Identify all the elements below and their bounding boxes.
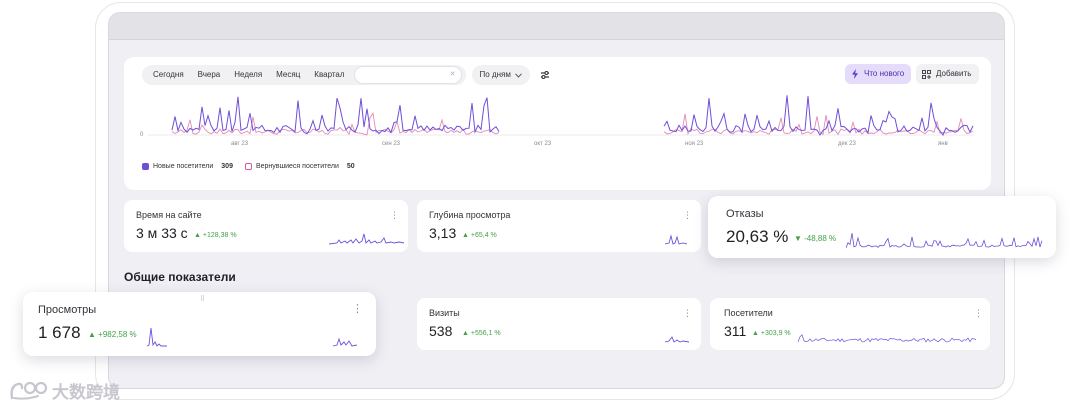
traffic-chart-panel: Сегодня Вчера Неделя Месяц Квартал ✕ По …	[124, 57, 991, 190]
more-options-icon[interactable]: ⋮	[390, 210, 399, 220]
add-widget-button[interactable]: Добавить	[916, 64, 980, 84]
more-options-icon[interactable]: ⋮	[352, 303, 363, 315]
more-options-icon[interactable]: ⋮	[683, 210, 692, 220]
card-delta: ▲ +65,4 %	[462, 232, 497, 239]
card-value: 1 678	[38, 323, 81, 342]
period-month-button[interactable]: Месяц	[276, 70, 301, 79]
card-value: 311	[724, 323, 747, 339]
visitors-card[interactable]: Посетители 311 ▲ +303,9 % ⋮	[710, 298, 990, 350]
bounces-sparkline	[846, 233, 1043, 249]
card-title: Посетители	[724, 308, 773, 318]
bounces-card[interactable]: Отказы 20,63 % ▼ -48,88 %	[708, 196, 1056, 258]
drag-handle-icon[interactable]: ⠿	[200, 296, 206, 303]
card-value: 538	[429, 323, 453, 339]
whats-new-label: Что нового	[864, 69, 905, 78]
period-today-button[interactable]: Сегодня	[153, 70, 184, 79]
card-value: 20,63 %	[726, 227, 789, 246]
visits-card[interactable]: Визиты 538 ▲ +556,1 % ⋮	[417, 298, 701, 350]
traffic-line-chart: 0 авг 23 сен 23 окт 23 ноя 23 дек 23 янв	[140, 95, 974, 147]
returning-visitors-series	[171, 111, 974, 136]
time-on-site-sparkline	[329, 233, 404, 245]
visits-sparkline	[665, 336, 689, 343]
clear-date-icon[interactable]: ✕	[449, 71, 456, 78]
card-value: 3,13	[429, 225, 457, 241]
more-options-icon[interactable]: ⋮	[974, 308, 983, 318]
window-top-bar	[109, 13, 1004, 40]
visitors-series	[798, 334, 977, 343]
card-title: Время на сайте	[136, 210, 202, 220]
x-tick-label-nov: ноя 23	[685, 141, 704, 147]
depth-sparkline	[665, 234, 687, 245]
card-delta: ▲ +303,9 %	[752, 330, 791, 337]
depth-card[interactable]: Глубина просмотра 3,13 ▲ +65,4 % ⋮	[417, 200, 701, 252]
bounces-series	[846, 233, 1043, 249]
chart-settings-button[interactable]	[536, 66, 554, 84]
add-label: Добавить	[936, 69, 972, 78]
pageviews-card[interactable]: Просмотры 1 678 ▲ +982,58 % ⋮ ⠿	[23, 292, 376, 356]
watermark-logo-icon	[10, 381, 48, 400]
card-title: Просмотры	[38, 304, 97, 316]
card-delta: ▲ +556,1 %	[462, 330, 501, 337]
grouping-label: По дням	[479, 70, 511, 79]
card-title: Глубина просмотра	[429, 210, 511, 220]
x-tick-label-aug: авг 23	[231, 141, 249, 147]
time-on-site-card[interactable]: Время на сайте 3 м 33 с ▲ +128,38 % ⋮	[124, 200, 408, 252]
card-delta: ▲ +982,58 %	[88, 330, 137, 339]
sliders-icon	[540, 70, 549, 80]
card-delta: ▼ -48,88 %	[794, 234, 837, 243]
legend-count-returning: 50	[346, 163, 355, 170]
period-yesterday-button[interactable]: Вчера	[197, 70, 221, 79]
period-week-button[interactable]: Неделя	[234, 70, 263, 79]
period-quarter-button[interactable]: Квартал	[314, 70, 345, 79]
chart-legend: Новые посетители 309 Вернувшиеся посетит…	[142, 163, 367, 170]
legend-label-returning: Вернувшиеся посетители	[255, 163, 339, 170]
period-selector: Сегодня Вчера Неделя Месяц Квартал ✕	[142, 65, 466, 85]
chevron-down-icon	[515, 72, 522, 78]
legend-checkbox-returning[interactable]	[244, 163, 252, 170]
pageviews-sparkline	[147, 327, 357, 347]
card-value: 3 м 33 с	[136, 225, 188, 241]
x-tick-label-sep: сен 23	[382, 141, 401, 147]
watermark: 大数跨境	[8, 378, 120, 403]
whats-new-button[interactable]: Что нового	[845, 64, 912, 84]
visitors-sparkline	[798, 334, 977, 343]
legend-checkbox-new[interactable]	[142, 163, 149, 170]
more-options-icon[interactable]: ⋮	[683, 308, 692, 318]
x-tick-label-oct: окт 23	[534, 141, 552, 147]
watermark-text: 大数跨境	[52, 383, 120, 402]
card-delta: ▲ +128,38 %	[194, 232, 237, 239]
grouping-dropdown[interactable]: По дням	[471, 65, 530, 85]
legend-count-new: 309	[221, 163, 233, 170]
section-title: Общие показатели	[124, 270, 236, 284]
x-tick-label-dec: дек 23	[838, 141, 856, 147]
period-toolbar: Сегодня Вчера Неделя Месяц Квартал ✕ По …	[142, 65, 554, 85]
date-range-input[interactable]: ✕	[353, 66, 462, 84]
card-title: Отказы	[726, 208, 764, 220]
card-title: Визиты	[429, 308, 460, 318]
grid-plus-icon	[922, 69, 931, 79]
x-tick-label-jan: янв	[938, 141, 948, 147]
new-visitors-series	[171, 95, 974, 136]
y-axis-zero-label: 0	[140, 132, 144, 138]
lightning-icon	[852, 69, 858, 79]
legend-label-new: Новые посетители	[153, 163, 214, 170]
